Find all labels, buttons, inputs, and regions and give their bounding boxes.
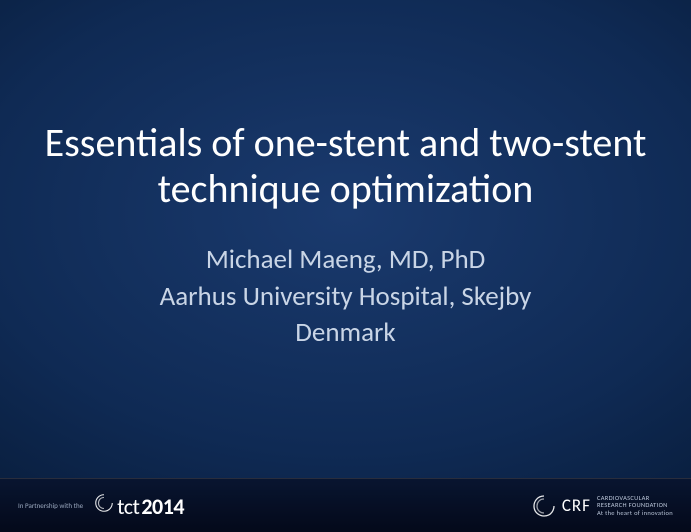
crf-line3: At the heart of innovation	[597, 510, 673, 517]
country: Denmark	[295, 315, 395, 351]
tct-logo: tct 2014	[93, 492, 184, 520]
author-name: Michael Maeng, MD, PhD	[206, 242, 486, 278]
crf-line2: RESEARCH FOUNDATION	[597, 502, 673, 509]
footer-left: In Partnership with the tct 2014	[18, 492, 184, 520]
slide-title: Essentials of one-stent and two-stent te…	[40, 120, 651, 212]
tct-swirl-icon	[93, 492, 115, 514]
partner-label: In Partnership with the	[18, 502, 83, 509]
affiliation: Aarhus University Hospital, Skejby	[160, 279, 532, 315]
tct-year: 2014	[141, 493, 184, 520]
tct-text: tct	[117, 493, 139, 520]
crf-swirl-icon	[532, 494, 556, 518]
footer-right: CRF CARDIOVASCULAR RESEARCH FOUNDATION A…	[532, 494, 673, 518]
crf-logo: CRF CARDIOVASCULAR RESEARCH FOUNDATION A…	[532, 494, 673, 518]
crf-subtitle: CARDIOVASCULAR RESEARCH FOUNDATION At th…	[597, 495, 673, 517]
crf-text: CRF	[562, 495, 591, 516]
footer-bar: In Partnership with the tct 2014 CRF C	[0, 478, 691, 532]
slide-container: Essentials of one-stent and two-stent te…	[0, 0, 691, 532]
